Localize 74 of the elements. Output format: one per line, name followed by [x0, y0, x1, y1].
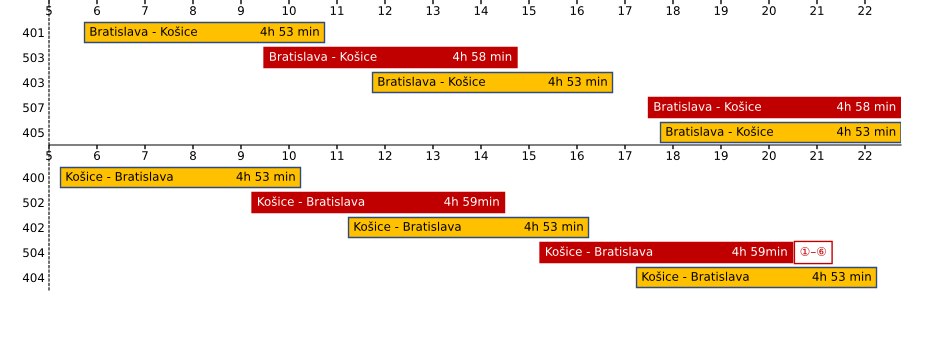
annotation: 4h 59min — [444, 196, 499, 206]
annotation: Bratislava - Košice — [90, 26, 197, 36]
bar — [60, 166, 302, 188]
annotation: Košice - Bratislava — [354, 221, 461, 231]
x-tick-label: 22 — [858, 151, 872, 160]
x-tick-label: 6 — [94, 6, 100, 16]
y-tick-label: 502 — [23, 198, 44, 208]
x-tick-label: 12 — [378, 6, 392, 15]
x-tick-label: 8 — [190, 6, 196, 16]
y-tick-label: 507 — [23, 103, 44, 112]
x-tick-label: 11 — [330, 6, 344, 15]
annotation: 4h 53 min — [236, 172, 295, 181]
annotation: Košice - Bratislava — [258, 196, 364, 206]
bar — [660, 122, 901, 144]
x-tick-label: 13 — [426, 151, 440, 160]
annotation: 4h 53 min — [548, 76, 607, 86]
x-tick-label: 17 — [618, 151, 632, 160]
x-tick-label: 6 — [94, 151, 100, 160]
x-tick-label: 20 — [762, 151, 776, 160]
x-tick-label: 21 — [810, 6, 824, 15]
bar — [648, 96, 901, 118]
annotation: Košice - Bratislava — [66, 171, 173, 181]
y-tick-label: 402 — [22, 223, 44, 232]
x-tick-label: 14 — [474, 6, 488, 15]
bar — [263, 46, 518, 68]
y-tick-label: 503 — [23, 53, 44, 62]
x-tick-label: 19 — [714, 6, 728, 16]
annotation: Košice - Bratislava — [642, 271, 749, 281]
x-tick-label: 8 — [190, 151, 196, 160]
annotation: Bratislava - Košice — [666, 126, 773, 136]
annotation: Bratislava - Košice — [378, 76, 485, 86]
annotation: Bratislava - Košice — [270, 51, 377, 61]
x-tick-label: 11 — [330, 151, 344, 160]
x-tick-label: 9 — [238, 6, 244, 16]
x-tick-label: 7 — [142, 6, 148, 15]
x-tick-label: 12 — [378, 151, 392, 160]
x-tick-label: 7 — [142, 151, 148, 160]
annotation: ①–⑥ — [800, 247, 826, 256]
x-tick-label: 15 — [522, 6, 536, 16]
bar — [251, 192, 506, 214]
x-tick-label: 15 — [522, 151, 536, 160]
x-tick-label: 17 — [618, 6, 632, 15]
y-tick-label: 403 — [22, 78, 44, 88]
x-tick-label: 18 — [666, 6, 680, 16]
x-tick-label: 16 — [570, 6, 584, 16]
x-tick-label: 10 — [282, 151, 296, 160]
annotation: 4h 53 min — [812, 272, 871, 281]
annotation: 4h 53 min — [836, 126, 896, 136]
x-tick-label: 10 — [282, 6, 296, 16]
x-tick-label: 18 — [666, 151, 680, 160]
x-tick-label: 9 — [238, 151, 244, 160]
y-tick-label: 400 — [22, 173, 44, 182]
y-tick-label: 405 — [22, 128, 44, 138]
x-tick-label: 14 — [474, 151, 488, 160]
y-tick-label: 401 — [22, 28, 44, 38]
x-tick-label: 13 — [426, 6, 440, 16]
bar — [348, 216, 590, 238]
annotation: 4h 53 min — [260, 26, 319, 36]
annotation: 4h 58 min — [836, 102, 896, 111]
bar — [372, 72, 614, 94]
y-tick-label: 404 — [22, 273, 44, 282]
bar — [636, 266, 878, 288]
annotation: Košice - Bratislava — [546, 246, 652, 256]
x-tick-label: 19 — [714, 151, 728, 160]
x-tick-label: 22 — [858, 6, 872, 15]
x-tick-label: 21 — [810, 151, 824, 160]
x-tick-label: 16 — [570, 151, 584, 160]
y-tick-label: 504 — [23, 248, 44, 258]
annotation: 4h 59min — [732, 246, 787, 256]
annotation: 4h 53 min — [524, 222, 583, 231]
annotation: Bratislava - Košice — [654, 101, 761, 111]
annotation: 4h 58 min — [452, 52, 512, 61]
bar — [84, 22, 326, 44]
x-tick-label: 20 — [762, 6, 776, 16]
